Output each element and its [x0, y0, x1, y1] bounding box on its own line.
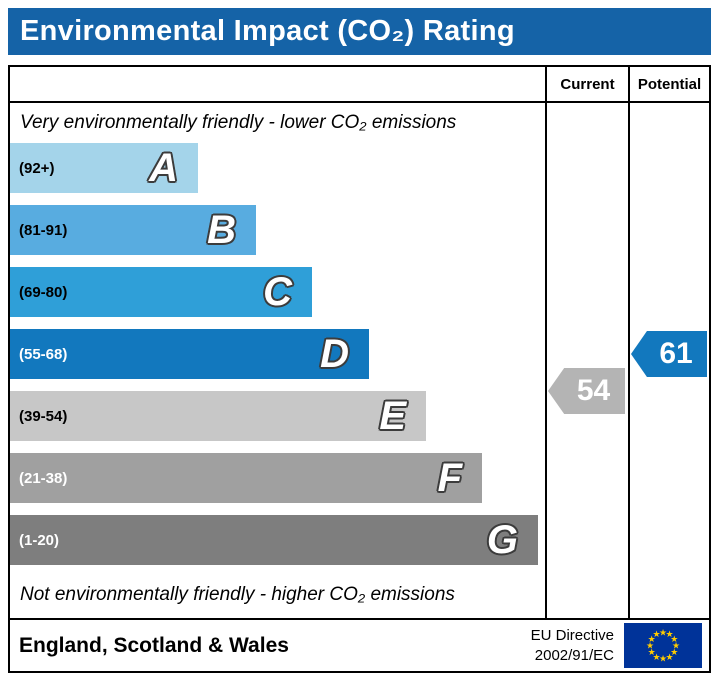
chart-title: Environmental Impact (CO₂) Rating [20, 15, 515, 47]
band-row-b: (81-91) B [10, 205, 545, 267]
band-bar-f: (21-38) F [10, 453, 482, 503]
potential-column-header: Potential [637, 75, 702, 93]
svg-text:★: ★ [652, 653, 660, 663]
band-range-label: (69-80) [19, 283, 68, 301]
svg-text:★: ★ [670, 635, 678, 645]
svg-text:★: ★ [652, 630, 660, 640]
band-range-label: (21-38) [19, 469, 68, 487]
potential-rating-value: 61 [659, 337, 693, 370]
band-range-label: (92+) [19, 159, 55, 177]
band-letter: B [207, 208, 236, 252]
bottom-note: Not environmentally friendly - higher CO… [20, 584, 455, 605]
eu-directive-line2: 2002/91/EC [534, 646, 614, 664]
current-column-header: Current [560, 75, 615, 93]
band-bar-a: (92+) A [10, 143, 198, 193]
eu-directive-line1: EU Directive [530, 627, 614, 644]
band-row-a: (92+) A [10, 143, 545, 205]
band-row-e: (39-54) E [10, 391, 545, 453]
band-letter: E [379, 394, 406, 438]
potential-rating-pointer: 61 [631, 331, 707, 377]
band-range-label: (55-68) [19, 345, 68, 363]
svg-text:★: ★ [648, 648, 656, 658]
band-letter: D [320, 332, 349, 376]
rating-chart: Current Potential Very environmentally f… [8, 65, 711, 620]
band-letter: F [437, 456, 462, 500]
band-bar-b: (81-91) B [10, 205, 256, 255]
band-letter: A [149, 146, 178, 190]
svg-text:★: ★ [665, 653, 673, 663]
rating-bands: (92+) A (81-91) B (69-80) C (55-68) [10, 143, 545, 577]
band-bar-c: (69-80) C [10, 267, 312, 317]
footer: England, Scotland & Wales EU Directive 2… [8, 620, 711, 673]
eu-directive-label: EU Directive 2002/91/EC [531, 626, 624, 665]
potential-column-divider [628, 67, 630, 618]
top-note: Very environmentally friendly - lower CO… [20, 112, 457, 133]
band-row-g: (1-20) G [10, 515, 545, 577]
eu-flag-icon: ★ ★ ★ ★ ★ ★ ★ ★ ★ ★ ★ ★ [624, 623, 702, 668]
current-rating-value: 54 [576, 374, 611, 407]
band-bar-d: (55-68) D [10, 329, 369, 379]
svg-text:★: ★ [672, 642, 680, 652]
band-row-c: (69-80) C [10, 267, 545, 329]
band-range-label: (1-20) [19, 531, 60, 549]
svg-text:★: ★ [648, 635, 656, 645]
band-range-label: (39-54) [19, 407, 68, 425]
current-column-divider [545, 67, 547, 618]
band-row-f: (21-38) F [10, 453, 545, 515]
band-bar-g: (1-20) G [10, 515, 538, 565]
svg-text:★: ★ [670, 648, 678, 658]
band-range-label: (81-91) [19, 221, 68, 239]
svg-text:★: ★ [646, 642, 654, 652]
band-letter: C [263, 270, 292, 314]
svg-text:★: ★ [659, 629, 667, 639]
current-rating-pointer: 54 [548, 368, 625, 414]
region-label: England, Scotland & Wales [19, 633, 289, 657]
band-row-d: (55-68) D [10, 329, 545, 391]
band-bar-e: (39-54) E [10, 391, 426, 441]
svg-text:★: ★ [659, 655, 667, 665]
svg-text:★: ★ [665, 630, 673, 640]
header-row-divider [10, 101, 709, 103]
band-letter: G [486, 518, 518, 562]
title-banner: Environmental Impact (CO₂) Rating [8, 8, 711, 55]
